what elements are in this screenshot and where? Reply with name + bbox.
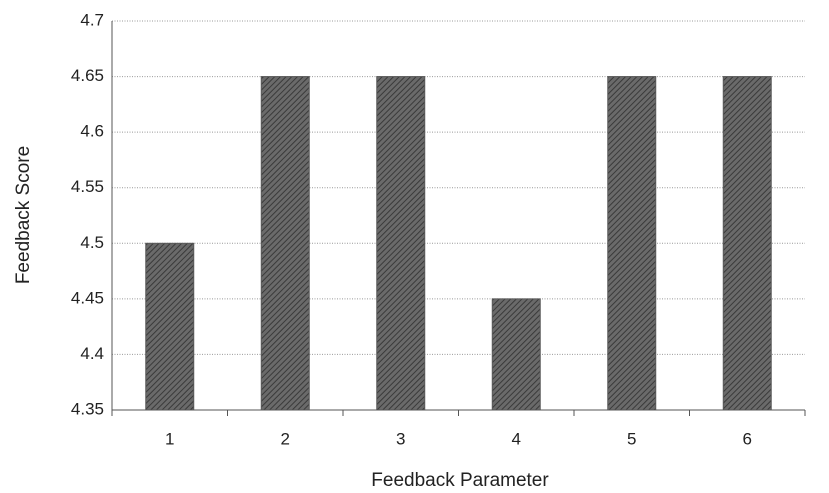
- y-tick-label: 4.7: [80, 10, 104, 29]
- bar: [145, 242, 195, 411]
- y-tick-label: 4.45: [71, 288, 104, 307]
- x-tick-label: 6: [743, 429, 752, 448]
- x-tick-label: 3: [396, 429, 405, 448]
- bar: [722, 76, 772, 411]
- x-tick-label: 2: [281, 429, 290, 448]
- y-tick-label: 4.65: [71, 66, 104, 85]
- bar: [491, 298, 541, 411]
- y-tick-label: 4.35: [71, 399, 104, 418]
- x-axis-title: Feedback Parameter: [371, 470, 549, 491]
- bar: [607, 76, 657, 411]
- y-axis-title: Feedback Score: [13, 146, 34, 284]
- y-tick-label: 4.55: [71, 177, 104, 196]
- x-tick-label: 4: [512, 429, 521, 448]
- y-tick-label: 4.4: [80, 344, 104, 363]
- y-tick-label: 4.5: [80, 233, 104, 252]
- bar: [260, 76, 310, 411]
- bar: [376, 76, 426, 411]
- x-tick-label: 5: [627, 429, 636, 448]
- x-tick-label: 1: [165, 429, 174, 448]
- y-tick-label: 4.6: [80, 122, 104, 141]
